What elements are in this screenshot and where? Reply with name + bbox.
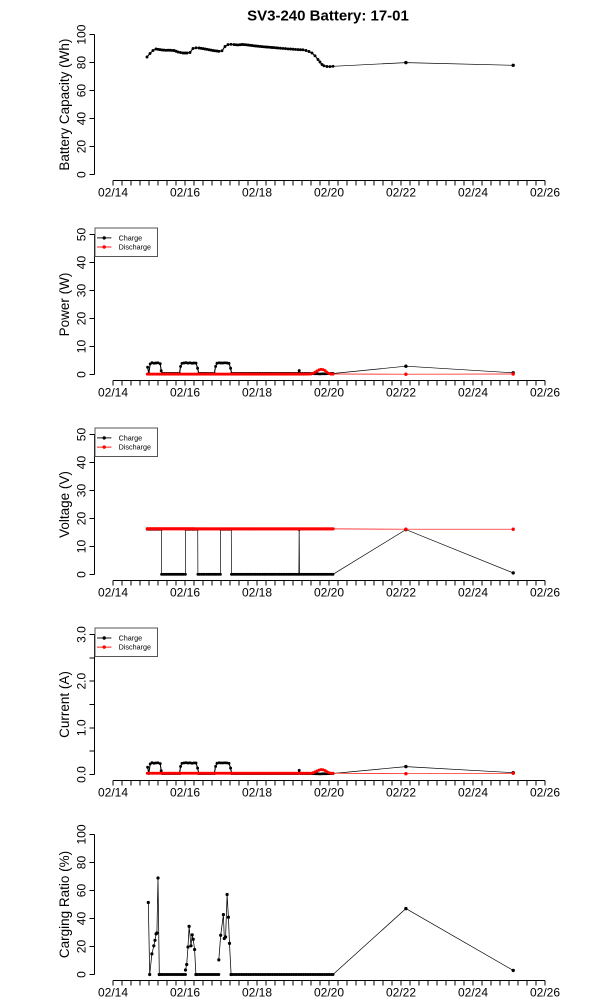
svg-text:100: 100 bbox=[74, 824, 88, 844]
svg-text:02/26: 02/26 bbox=[530, 786, 560, 800]
svg-text:Voltage (V): Voltage (V) bbox=[57, 471, 72, 538]
svg-text:50: 50 bbox=[74, 228, 88, 242]
svg-text:02/18: 02/18 bbox=[242, 786, 272, 800]
svg-text:02/18: 02/18 bbox=[242, 386, 272, 400]
svg-text:02/26: 02/26 bbox=[530, 186, 560, 200]
svg-text:2.0: 2.0 bbox=[74, 673, 88, 690]
svg-text:30: 30 bbox=[74, 284, 88, 298]
svg-text:02/18: 02/18 bbox=[242, 986, 272, 1000]
svg-text:02/26: 02/26 bbox=[530, 586, 560, 600]
svg-text:Discharge: Discharge bbox=[119, 443, 151, 452]
svg-text:80: 80 bbox=[74, 56, 88, 70]
svg-text:80: 80 bbox=[74, 856, 88, 870]
svg-text:02/22: 02/22 bbox=[386, 586, 416, 600]
svg-text:02/16: 02/16 bbox=[170, 386, 200, 400]
svg-text:02/14: 02/14 bbox=[98, 786, 128, 800]
svg-text:02/20: 02/20 bbox=[314, 586, 344, 600]
svg-text:Battery Capacity (Wh): Battery Capacity (Wh) bbox=[57, 39, 72, 171]
svg-text:02/20: 02/20 bbox=[314, 986, 344, 1000]
svg-text:02/26: 02/26 bbox=[530, 986, 560, 1000]
svg-text:02/22: 02/22 bbox=[386, 786, 416, 800]
svg-text:02/22: 02/22 bbox=[386, 186, 416, 200]
svg-text:60: 60 bbox=[74, 884, 88, 898]
svg-text:20: 20 bbox=[74, 512, 88, 526]
svg-text:30: 30 bbox=[74, 484, 88, 498]
svg-text:40: 40 bbox=[74, 456, 88, 470]
svg-text:60: 60 bbox=[74, 84, 88, 98]
svg-text:02/24: 02/24 bbox=[458, 186, 488, 200]
svg-text:02/14: 02/14 bbox=[98, 586, 128, 600]
svg-text:100: 100 bbox=[74, 24, 88, 44]
svg-text:10: 10 bbox=[74, 340, 88, 354]
svg-text:0: 0 bbox=[74, 371, 88, 378]
svg-text:02/14: 02/14 bbox=[98, 386, 128, 400]
svg-text:20: 20 bbox=[74, 312, 88, 326]
svg-text:0.0: 0.0 bbox=[74, 766, 88, 783]
svg-text:02/20: 02/20 bbox=[314, 186, 344, 200]
svg-text:10: 10 bbox=[74, 540, 88, 554]
svg-text:3.0: 3.0 bbox=[74, 626, 88, 643]
svg-text:Discharge: Discharge bbox=[119, 643, 151, 652]
svg-text:02/24: 02/24 bbox=[458, 586, 488, 600]
svg-text:SV3-240 Battery: 17-01: SV3-240 Battery: 17-01 bbox=[247, 7, 409, 24]
svg-text:40: 40 bbox=[74, 912, 88, 926]
svg-text:02/22: 02/22 bbox=[386, 986, 416, 1000]
svg-text:02/26: 02/26 bbox=[530, 386, 560, 400]
svg-text:Charge: Charge bbox=[119, 634, 143, 643]
svg-text:02/16: 02/16 bbox=[170, 586, 200, 600]
svg-text:02/24: 02/24 bbox=[458, 786, 488, 800]
svg-text:Power (W): Power (W) bbox=[57, 273, 72, 337]
svg-text:0: 0 bbox=[74, 971, 88, 978]
svg-text:02/14: 02/14 bbox=[98, 186, 128, 200]
svg-text:Discharge: Discharge bbox=[119, 243, 151, 252]
svg-text:02/24: 02/24 bbox=[458, 986, 488, 1000]
svg-text:Charge: Charge bbox=[119, 233, 143, 242]
svg-text:Charge: Charge bbox=[119, 433, 143, 442]
svg-text:02/18: 02/18 bbox=[242, 586, 272, 600]
svg-text:40: 40 bbox=[74, 256, 88, 270]
svg-text:40: 40 bbox=[74, 112, 88, 126]
svg-text:02/16: 02/16 bbox=[170, 786, 200, 800]
svg-text:Current (A): Current (A) bbox=[57, 671, 72, 738]
svg-text:02/20: 02/20 bbox=[314, 386, 344, 400]
svg-text:02/18: 02/18 bbox=[242, 186, 272, 200]
svg-text:20: 20 bbox=[74, 940, 88, 954]
svg-text:02/24: 02/24 bbox=[458, 386, 488, 400]
svg-text:02/14: 02/14 bbox=[98, 986, 128, 1000]
svg-text:02/20: 02/20 bbox=[314, 786, 344, 800]
svg-text:Carging Ratio (%): Carging Ratio (%) bbox=[57, 851, 72, 958]
svg-text:0: 0 bbox=[74, 571, 88, 578]
svg-text:02/22: 02/22 bbox=[386, 386, 416, 400]
svg-text:02/16: 02/16 bbox=[170, 986, 200, 1000]
svg-text:50: 50 bbox=[74, 428, 88, 442]
svg-text:20: 20 bbox=[74, 140, 88, 154]
svg-text:1.0: 1.0 bbox=[74, 719, 88, 736]
svg-text:02/16: 02/16 bbox=[170, 186, 200, 200]
svg-text:0: 0 bbox=[74, 171, 88, 178]
